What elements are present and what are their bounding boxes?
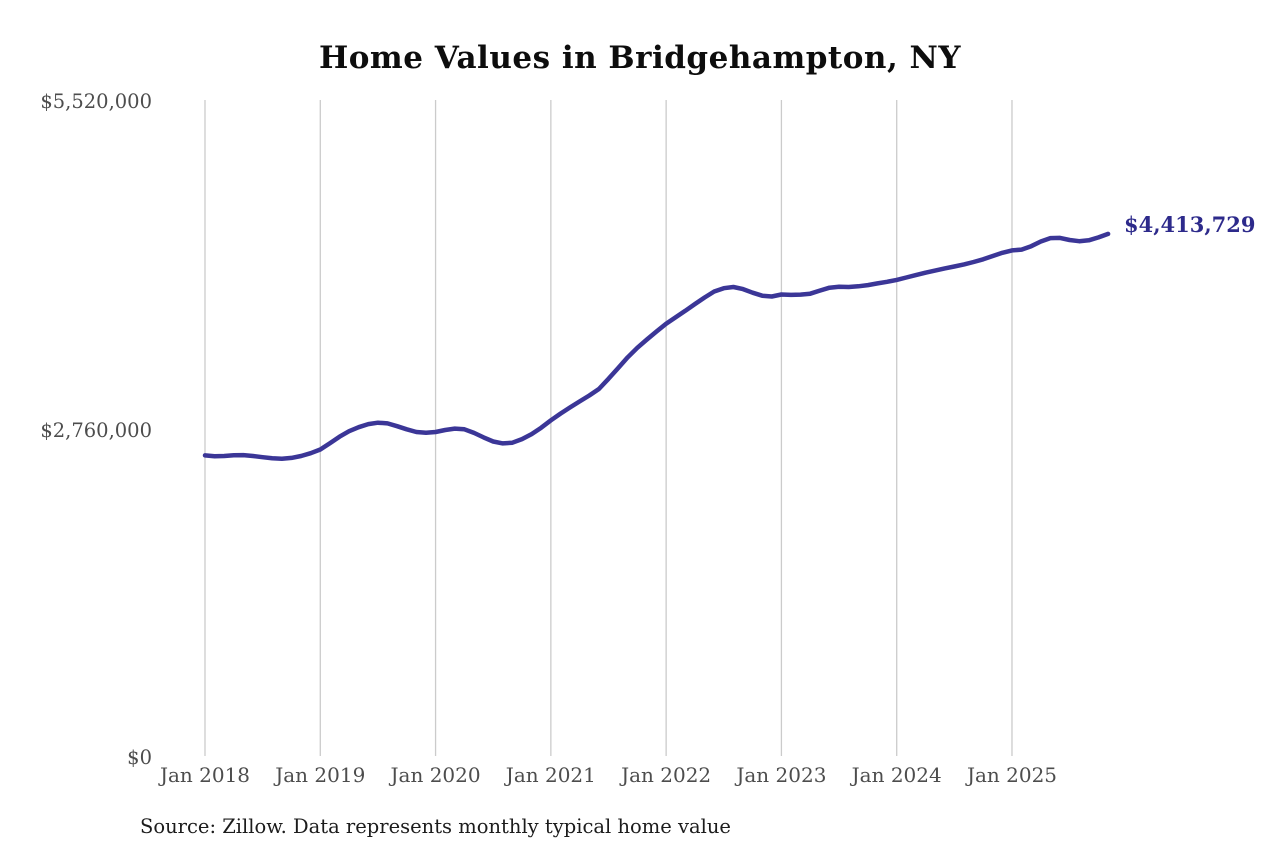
x-tick-label: Jan 2020 (390, 763, 481, 787)
chart-title: Home Values in Bridgehampton, NY (318, 40, 962, 76)
x-tick-label: Jan 2019 (275, 763, 366, 787)
x-tick-label: Jan 2025 (966, 763, 1058, 787)
x-tick-label: Jan 2023 (736, 763, 827, 787)
x-tick-label: Jan 2018 (159, 763, 251, 787)
y-tick-label-mid: $2,760,000 (40, 419, 152, 442)
value-line-series (202, 231, 1111, 461)
x-tick-label: Jan 2022 (621, 763, 712, 787)
x-tick-label: Jan 2021 (505, 763, 596, 787)
y-tick-label-max: $5,520,000 (40, 90, 152, 113)
x-tick-label: Jan 2024 (851, 763, 942, 787)
source-note: Source: Zillow. Data represents monthly … (140, 815, 731, 838)
gridlines-group (204, 100, 1013, 756)
latest-value-label: $4,413,729 (1124, 212, 1256, 237)
y-tick-label-zero: $0 (127, 746, 152, 769)
